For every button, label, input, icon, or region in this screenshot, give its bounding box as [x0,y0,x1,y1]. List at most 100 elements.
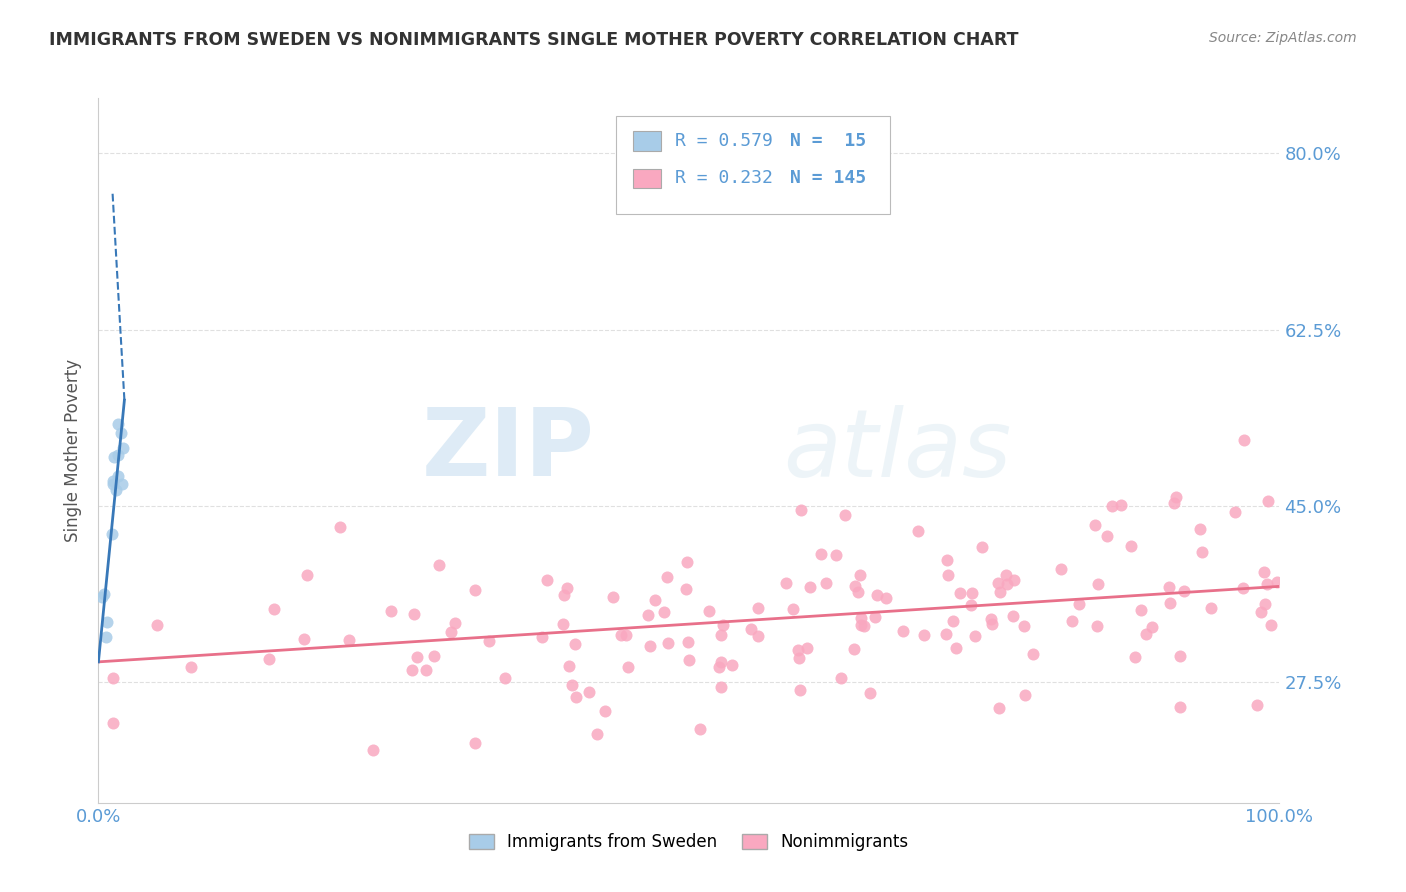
Point [110,425,132,440]
Point [1159,596,1181,610]
Point [945,640,967,655]
Point [337,632,360,647]
Point [558,658,581,673]
Text: R = 0.579: R = 0.579 [675,132,773,150]
Point [380,604,402,618]
Point [494,671,516,685]
Point [402,607,425,621]
Point [987,701,1010,715]
Point [553,588,575,602]
Point [720,658,742,673]
Point [551,617,574,632]
Point [675,582,697,597]
Point [699,604,721,618]
Point [980,612,1002,626]
Point [111,477,134,491]
Point [652,605,675,619]
Point [949,585,972,599]
Point [464,583,486,598]
Point [790,502,813,516]
Point [602,590,624,604]
Point [1256,577,1278,591]
Y-axis label: Single Mother Poverty: Single Mother Poverty [65,359,83,542]
Legend: Immigrants from Sweden, Nonimmigrants: Immigrants from Sweden, Nonimmigrants [463,827,915,858]
Point [796,640,818,655]
Point [963,629,986,643]
Point [536,573,558,587]
Point [1246,698,1268,713]
Point [423,648,446,663]
Point [93,587,115,601]
Point [107,469,129,483]
Point [995,577,1018,591]
Point [1168,700,1191,714]
Point [863,610,886,624]
Point [907,524,929,538]
Point [936,568,959,582]
Text: N =  15: N = 15 [790,132,866,150]
Text: IMMIGRANTS FROM SWEDEN VS NONIMMIGRANTS SINGLE MOTHER POVERTY CORRELATION CHART: IMMIGRANTS FROM SWEDEN VS NONIMMIGRANTS … [49,31,1019,49]
Point [555,581,578,595]
Point [960,598,983,612]
Point [942,615,965,629]
Point [1119,540,1142,554]
Point [1087,577,1109,591]
Point [865,588,887,602]
Point [775,576,797,591]
Point [1260,618,1282,632]
Point [101,474,124,488]
Point [1250,605,1272,619]
Point [644,593,666,607]
Point [1021,647,1043,661]
Point [912,627,935,641]
Point [263,601,285,615]
Point [1130,603,1153,617]
Point [960,586,983,600]
Point [1199,600,1222,615]
Point [101,672,124,686]
Point [1265,574,1288,589]
Point [427,558,450,572]
Point [1135,627,1157,641]
Point [875,591,897,605]
Point [710,628,733,642]
Point [846,585,869,599]
Point [710,680,733,694]
Point [593,704,616,718]
Point [1164,490,1187,504]
Point [444,616,467,631]
Point [1084,517,1107,532]
Point [849,618,872,632]
Point [782,602,804,616]
Point [292,632,315,646]
Text: ZIP: ZIP [422,404,595,497]
Point [891,624,914,638]
Point [1157,581,1180,595]
Text: N = 145: N = 145 [790,169,866,187]
Point [439,625,461,640]
Point [103,450,125,465]
Point [1173,584,1195,599]
Point [711,617,734,632]
Point [740,622,762,636]
Point [787,643,810,657]
Point [789,682,811,697]
Point [637,607,659,622]
Point [616,628,638,642]
Point [1254,598,1277,612]
Point [111,441,134,455]
Point [689,722,711,736]
Point [415,663,437,677]
Point [478,633,501,648]
Point [1225,504,1247,518]
Point [678,653,700,667]
Point [616,659,638,673]
Point [564,637,586,651]
Point [747,600,769,615]
Point [91,590,114,604]
Point [96,615,118,630]
Point [1123,650,1146,665]
Text: Source: ZipAtlas.com: Source: ZipAtlas.com [1209,31,1357,45]
Point [107,417,129,431]
Point [849,568,872,582]
